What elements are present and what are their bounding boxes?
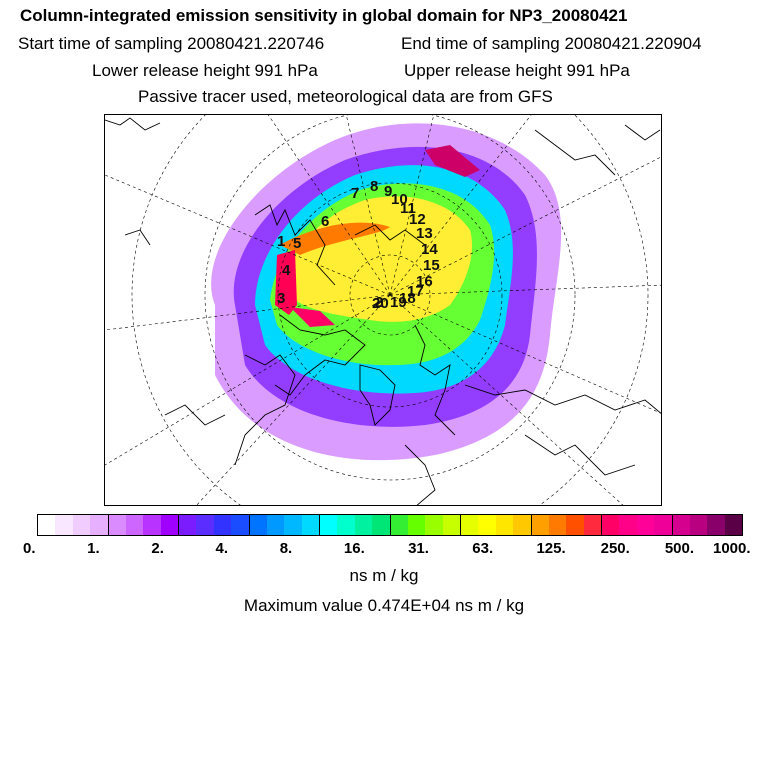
polar-map: 1 2 3 4 5 6 7 8 9 10 11 12 13 14 15 16 1… [104, 114, 662, 506]
plot-title: Column-integrated emission sensitivity i… [20, 6, 628, 25]
colorbar-tick-label: 4. [215, 540, 229, 557]
track-label: 13 [416, 225, 433, 242]
colorbar-segment [72, 515, 91, 535]
track-label: 16 [416, 273, 433, 290]
colorbar-segment [390, 515, 408, 535]
colorbar-segment [55, 515, 73, 535]
colorbar [37, 514, 743, 536]
colorbar-segment [337, 515, 355, 535]
track-label: 17 [407, 283, 424, 300]
colorbar-segment [566, 515, 584, 535]
track-label: 2 [375, 294, 383, 311]
colorbar-segment [320, 515, 338, 535]
track-label: 7 [351, 185, 359, 202]
track-label: 3 [277, 290, 285, 307]
colorbar-segment [125, 515, 144, 535]
colorbar-segment [372, 515, 391, 535]
colorbar-segment [654, 515, 673, 535]
colorbar-segment [672, 515, 690, 535]
track-label: 4 [282, 262, 291, 279]
colorbar-tick-label: 31. [408, 540, 429, 557]
colorbar-segment [707, 515, 725, 535]
track-label: 10 [391, 191, 408, 208]
map-svg: 1 2 3 4 5 6 7 8 9 10 11 12 13 14 15 16 1… [105, 115, 661, 505]
track-label: 9 [384, 183, 392, 200]
plume-orange-band [280, 222, 390, 255]
track-label: 5 [293, 235, 301, 252]
track-label: 14 [421, 241, 438, 258]
colorbar-tick-label: 2. [151, 540, 164, 557]
track-label: 20 [372, 295, 389, 312]
colorbar-segment [513, 515, 532, 535]
colorbar-segment [442, 515, 461, 535]
units-label: ns m / kg [349, 566, 419, 585]
colorbar-tick-label: 8. [279, 540, 293, 557]
colorbar-segment [619, 515, 637, 535]
colorbar-segment [636, 515, 655, 535]
colorbar-segment [724, 515, 742, 535]
track-label: 12 [409, 211, 426, 228]
colorbar-segment [38, 515, 56, 535]
colorbar-segment [531, 515, 549, 535]
colorbar-segment [266, 515, 285, 535]
tracer-info: Passive tracer used, meteorological data… [138, 87, 553, 106]
colorbar-tick-label: 500. [664, 540, 695, 557]
graticule [105, 115, 661, 505]
track-label: 15 [423, 257, 440, 274]
track-label: 19 [390, 294, 407, 311]
maximum-value: Maximum value 0.474E+04 ns m / kg [243, 596, 525, 615]
colorbar-segment [301, 515, 320, 535]
track-label: 1 [277, 233, 285, 250]
colorbar-segment [160, 515, 179, 535]
colorbar-segment [583, 515, 602, 535]
plume-red-lower [290, 307, 335, 327]
colorbar-segment [548, 515, 567, 535]
colorbar-segment [108, 515, 126, 535]
start-time: Start time of sampling 20080421.220746 [18, 34, 325, 53]
colorbar-segment [284, 515, 302, 535]
track-label: 18 [399, 290, 416, 307]
colorbar-tick-label: 16. [343, 540, 365, 557]
colorbar-segment [354, 515, 373, 535]
colorbar-segment [249, 515, 267, 535]
colorbar-tick-label: 1. [87, 540, 100, 557]
track-label: 11 [400, 200, 416, 217]
track-labels: 1 2 3 4 5 6 7 8 9 10 11 12 13 14 15 16 1… [277, 178, 440, 312]
colorbar-segment [478, 515, 496, 535]
colorbar-tick-label: 125. [536, 540, 566, 557]
colorbar-segment [495, 515, 514, 535]
colorbar-segment [213, 515, 232, 535]
end-time: End time of sampling 20080421.220904 [401, 34, 702, 53]
colorbar-tick-label: 63. [472, 540, 494, 557]
track-label: 8 [370, 178, 378, 195]
coastlines [105, 117, 661, 505]
colorbar-segment [143, 515, 161, 535]
colorbar-tick-label: 1000. [713, 540, 751, 557]
colorbar-segment [179, 515, 197, 535]
colorbar-tick-label: 0. [23, 540, 36, 557]
colorbar-tick-label: 250. [600, 540, 630, 557]
plume-magenta-spots [425, 145, 480, 177]
colorbar-segment [407, 515, 426, 535]
upper-release-height: Upper release height 991 hPa [404, 61, 630, 80]
colorbar-segment [602, 515, 620, 535]
colorbar-segment [196, 515, 214, 535]
colorbar-segment [425, 515, 443, 535]
colorbar-segment [461, 515, 479, 535]
colorbar-segment [90, 515, 109, 535]
colorbar-segment [689, 515, 708, 535]
colorbar-segment [231, 515, 250, 535]
plume-red-core [275, 250, 297, 315]
lower-release-height: Lower release height 991 hPa [92, 61, 318, 80]
track-label: 6 [321, 213, 329, 230]
